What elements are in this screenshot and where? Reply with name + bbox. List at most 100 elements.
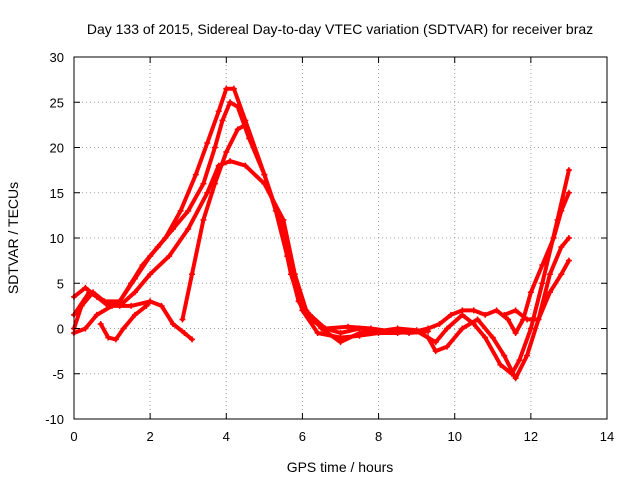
data-point <box>535 316 542 323</box>
y-tick-label: -5 <box>52 367 64 382</box>
data-point <box>546 289 553 296</box>
x-tick-label: 8 <box>375 429 382 444</box>
data-point <box>565 235 572 241</box>
x-tick-label: 2 <box>147 429 154 444</box>
x-axis-label: GPS time / hours <box>287 459 394 475</box>
data-point <box>131 289 138 296</box>
data-point <box>337 334 344 341</box>
series-layer <box>71 85 572 382</box>
data-point <box>322 325 329 332</box>
data-point <box>215 108 222 115</box>
data-point <box>356 332 363 339</box>
data-point <box>192 171 199 178</box>
data-point <box>539 262 546 269</box>
data-point <box>120 325 127 332</box>
x-tick-label: 6 <box>299 429 306 444</box>
data-point <box>474 316 481 323</box>
data-point <box>432 348 439 355</box>
chart-title: Day 133 of 2015, Sidereal Day-to-day VTE… <box>87 21 593 37</box>
x-tick-label: 14 <box>600 429 614 444</box>
data-point <box>147 298 154 305</box>
data-point <box>147 253 154 260</box>
data-point <box>425 328 432 335</box>
data-point <box>276 216 283 223</box>
data-point <box>82 325 89 332</box>
y-tick-label: 20 <box>50 141 64 156</box>
data-point <box>204 189 211 196</box>
data-point <box>147 271 154 278</box>
data-point <box>524 316 531 323</box>
series-line-pass-4 <box>72 299 194 342</box>
data-point <box>470 307 477 314</box>
data-point <box>501 311 508 318</box>
y-tick-label: 10 <box>50 231 64 246</box>
data-point <box>307 311 314 318</box>
data-point <box>314 330 321 337</box>
data-point <box>565 189 572 196</box>
y-tick-label: 25 <box>50 95 64 110</box>
data-point <box>459 311 466 318</box>
grid <box>74 57 607 419</box>
data-point <box>386 328 393 335</box>
data-point <box>242 121 249 128</box>
data-point <box>565 167 572 174</box>
data-point <box>143 302 150 309</box>
data-point <box>512 330 519 337</box>
data-point <box>406 330 413 337</box>
series-line-pass-2 <box>72 159 571 381</box>
data-point <box>489 334 496 341</box>
data-point <box>261 171 268 178</box>
x-tick-label: 0 <box>70 429 77 444</box>
data-point <box>97 320 104 327</box>
data-point <box>204 139 211 146</box>
data-point <box>223 149 230 156</box>
data-point <box>101 298 108 305</box>
x-tick-label: 4 <box>223 429 230 444</box>
data-point <box>299 307 306 314</box>
data-point <box>166 253 173 260</box>
data-point <box>447 311 454 318</box>
y-tick-label: 5 <box>57 276 64 291</box>
data-point <box>512 375 519 382</box>
x-tick-label: 10 <box>447 429 461 444</box>
data-point <box>516 357 523 364</box>
data-point <box>105 334 112 341</box>
data-point <box>288 271 295 278</box>
data-point <box>432 339 439 346</box>
x-tick-label: 12 <box>524 429 538 444</box>
data-point <box>189 336 196 343</box>
data-point <box>482 334 489 341</box>
data-point <box>227 158 234 165</box>
data-point <box>482 311 489 318</box>
data-point <box>211 144 218 151</box>
data-point <box>109 302 116 309</box>
axis-ticks: 0 2 4 6 8 10 12 14 -10 -5 0 5 10 15 20 25 30 <box>45 50 614 444</box>
data-point <box>242 162 249 169</box>
series-markers-pass-2 <box>71 158 572 382</box>
data-point <box>558 244 565 251</box>
data-point <box>345 323 352 330</box>
data-point <box>200 180 207 187</box>
y-tick-label: 0 <box>57 322 64 337</box>
data-point <box>367 325 374 332</box>
data-point <box>436 320 443 327</box>
data-point <box>505 316 512 323</box>
y-tick-label: 30 <box>50 50 64 65</box>
data-point <box>524 352 531 359</box>
data-point <box>131 311 138 318</box>
data-point <box>185 225 192 232</box>
series-markers-pass-6 <box>179 121 249 323</box>
data-point <box>546 271 553 278</box>
data-point <box>223 85 230 92</box>
data-point <box>230 85 237 92</box>
data-point <box>211 180 218 187</box>
data-point <box>459 325 466 332</box>
data-point <box>189 271 196 278</box>
data-point <box>539 280 546 287</box>
series-line-pass-3 <box>72 86 571 376</box>
data-point <box>527 289 534 296</box>
data-point <box>554 216 561 223</box>
data-point <box>177 207 184 214</box>
data-point <box>169 320 176 327</box>
series-markers-pass-5 <box>97 298 154 343</box>
